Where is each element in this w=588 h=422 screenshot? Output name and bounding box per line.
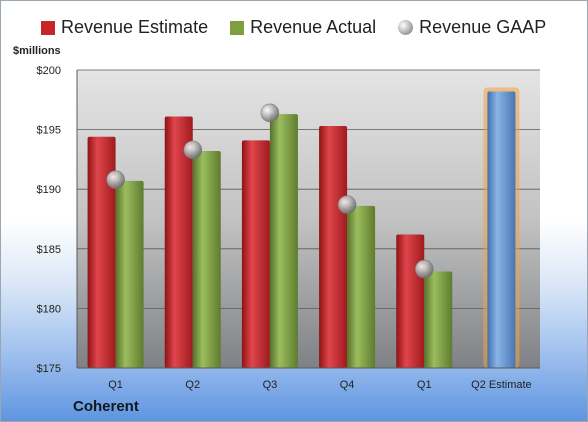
- actual-bar: [347, 205, 376, 368]
- legend-item-actual: Revenue Actual: [230, 17, 376, 38]
- gaap-markers: [106, 103, 434, 279]
- gaap-marker: [106, 170, 125, 189]
- gaap-marker: [337, 195, 357, 214]
- x-tick-label: Q4: [340, 379, 355, 391]
- legend-actual-label: Revenue Actual: [250, 17, 377, 37]
- y-tick-label: $180: [37, 303, 61, 315]
- gaap-swatch: [398, 20, 414, 35]
- y-tick-label: $195: [37, 125, 61, 137]
- gaap-marker: [260, 103, 280, 123]
- x-tick-label: Q3: [263, 379, 278, 391]
- legend: Revenue Estimate Revenue Actual Revenue …: [41, 17, 546, 38]
- estimate-bar: [396, 234, 425, 368]
- actual-bar: [269, 114, 298, 368]
- estimate-swatch: [41, 20, 55, 35]
- actual-bar: [115, 180, 144, 368]
- legend-item-estimate: Revenue Estimate: [41, 17, 208, 38]
- estimate-bar: [319, 126, 348, 368]
- x-tick-label: Q2: [185, 379, 200, 391]
- x-tick-label: Q1: [108, 379, 123, 391]
- y-tick-label: $175: [37, 363, 61, 375]
- x-axis: Q1 Q2 Q3 Q4 Q1 Q2 Estimate: [77, 367, 540, 391]
- forecast-bar: [487, 91, 516, 369]
- gaap-marker: [414, 259, 434, 279]
- legend-estimate-label: Revenue Estimate: [61, 17, 209, 37]
- estimate-bar: [241, 140, 270, 368]
- actual-bar: [424, 271, 453, 368]
- estimate-bar: [164, 116, 193, 368]
- gaap-marker: [183, 140, 203, 160]
- y-tick-label: $200: [37, 65, 61, 77]
- legend-item-gaap: Revenue GAAP: [398, 17, 546, 38]
- estimate-bar: [87, 136, 116, 368]
- x-tick-label: Q2 Estimate: [471, 379, 532, 391]
- y-unit-label: $millions: [13, 45, 61, 57]
- bars-group: [87, 87, 520, 369]
- x-tick-label: Q1: [417, 379, 432, 391]
- y-tick-label: $190: [37, 184, 61, 196]
- legend-gaap-label: Revenue GAAP: [419, 17, 547, 37]
- company-name: Coherent: [73, 398, 139, 415]
- actual-bar: [192, 151, 221, 368]
- actual-swatch: [230, 20, 245, 35]
- plot-area: [77, 70, 540, 368]
- y-axis: $175 $180 $185 $190 $195 $200: [37, 65, 78, 375]
- y-tick-label: $185: [37, 244, 61, 256]
